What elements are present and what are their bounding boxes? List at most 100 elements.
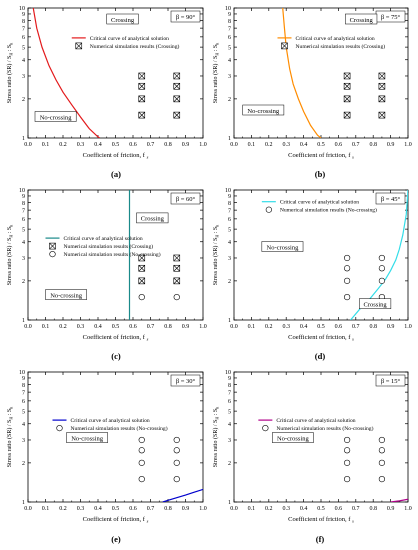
y-tick-label: 6 [22,35,25,41]
circle-marker [138,476,145,483]
y-label-sub-H: H [9,417,14,420]
x-tick-label: 0.3 [77,324,85,330]
x-tick-label: 0.1 [42,142,50,148]
no-crossing-label-box [242,104,285,116]
y-label-main: Stress ratio (SR) / S [212,56,219,104]
panel-c: 0.0 0.1 0.2 0.3 0.4 0.5 0.6 0.7 0.8 0.9 1.0 1 2 3 4 5 6 7… [6,188,207,341]
critical-curve [162,488,203,502]
marker-cross-line [378,95,386,103]
x-tick-label: 0.8 [369,506,377,512]
x-tick-label: 0.2 [265,142,273,148]
no-crossing-label-box [45,289,87,300]
beta-box [375,192,406,205]
beta-label: β = 75° [381,14,401,21]
circle-marker [138,436,145,444]
circle-marker [173,294,180,301]
x-label-subscript: s [147,155,149,160]
y-tick-label: 4 [22,422,25,428]
x-tick-label: 0.7 [352,324,360,330]
y-tick-label: 6 [22,217,25,223]
x-tick-label: 0.7 [147,324,155,330]
circle-marker [378,447,386,454]
y-tick-label: 9 [228,376,231,382]
circle-marker [378,476,386,483]
circle-marker [378,265,386,272]
x-tick-label: 0.5 [317,506,325,512]
panel-caption: (e) [111,534,121,544]
y-tick-label: 8 [228,383,231,389]
y-label-main: Stress ratio (SR) / S [6,238,13,286]
y-tick-label: 2 [228,97,231,103]
y-label-sub-H: H [215,417,220,420]
y-axis-label-group: Stress ratio (SR) / SH : Sh [212,43,220,104]
y-tick-label: 3 [228,74,231,80]
no-crossing-label-box [66,432,108,443]
panel-d: 0.0 0.1 0.2 0.3 0.4 0.5 0.6 0.7 0.8 0.9 1.0 1 2 3 4 5 6 7… [212,188,412,341]
circle-marker [344,459,351,466]
critical-curve [32,8,101,138]
circle-marker [344,254,351,262]
panel-caption: (d) [315,351,326,361]
y-tick-label: 8 [228,201,231,207]
x-tick-label: 0.6 [129,506,137,512]
x-tick-label: 0.0 [230,324,238,330]
y-tick-label: 7 [22,26,25,32]
y-tick-label: 10 [225,370,231,376]
y-tick-label: 5 [22,227,25,233]
x-tick-label: 0.9 [387,324,395,330]
circle-marker [262,425,269,432]
legend-entry: Critical curve of analytical solution [296,35,375,42]
x-axis-label: Coefficient of friction, f s [288,152,354,160]
marker-cross-line [378,83,386,90]
x-tick-label: 0.8 [164,324,172,330]
x-label-main: Coefficient of friction, f [288,334,352,341]
x-tick-label: 0.0 [24,324,32,330]
y-tick-label: 9 [228,12,231,18]
y-label-colon: : S [213,409,219,417]
panel-caption: (b) [315,169,326,179]
no-crossing-label-box [272,432,314,443]
marker-cross-line [343,111,351,119]
x-tick-label: 1.0 [199,506,207,512]
marker-cross-line [343,72,351,80]
marker-cross-line [75,42,82,50]
x-label-subscript: s [147,519,149,524]
y-axis-label-group: Stress ratio (SR) / SH : Sh [212,225,220,286]
x-axis-label: Coefficient of friction, f s [83,152,149,160]
x-tick-label: 0.8 [164,506,172,512]
panel-e: 0.0 0.1 0.2 0.3 0.4 0.5 0.6 0.7 0.8 0.9 1.0 1 2 3 4 5 6 7… [6,370,207,523]
x-tick-label: 0.8 [164,142,172,148]
crossing-label-box [136,212,169,224]
y-axis-label: Stress ratio (SR) / SH : Sh [212,43,220,104]
y-label-sub-h: h [9,225,14,227]
y-label-sub-H: H [215,235,220,238]
x-tick-label: 0.4 [300,142,308,148]
legend-entry: Numerical simulation results (No-crossin… [276,425,373,432]
legend-entry: Critical curve of analytical solution [276,417,355,424]
x-tick-label: 0.6 [129,324,137,330]
circle-marker [138,447,145,454]
x-tick-label: 0.7 [352,142,360,148]
y-label-colon: : S [7,227,13,235]
crossing-label: Crossing [141,216,165,223]
crossing-label: Crossing [111,17,135,24]
critical-curve [282,8,322,138]
y-axis-label-group: Stress ratio (SR) / SH : Sh [6,225,14,286]
y-tick-label: 7 [228,26,231,32]
y-tick-label: 9 [228,194,231,200]
y-tick-label: 4 [228,422,231,428]
x-tick-label: 0.6 [129,142,137,148]
y-label-sub-h: h [215,43,220,45]
x-tick-label: 0.4 [300,506,308,512]
x-tick-label: 0.6 [335,324,343,330]
y-tick-label: 5 [22,409,25,415]
x-tick-label: 0.2 [59,324,67,330]
y-axis-label-group: Stress ratio (SR) / SH : Sh [6,43,14,104]
y-tick-label: 7 [22,208,25,214]
no-crossing-label: No-crossing [40,114,73,121]
y-label-colon: : S [7,45,13,53]
x-label-subscript: s [352,337,354,342]
y-tick-label: 2 [22,461,25,467]
crossing-label-box [345,13,378,25]
